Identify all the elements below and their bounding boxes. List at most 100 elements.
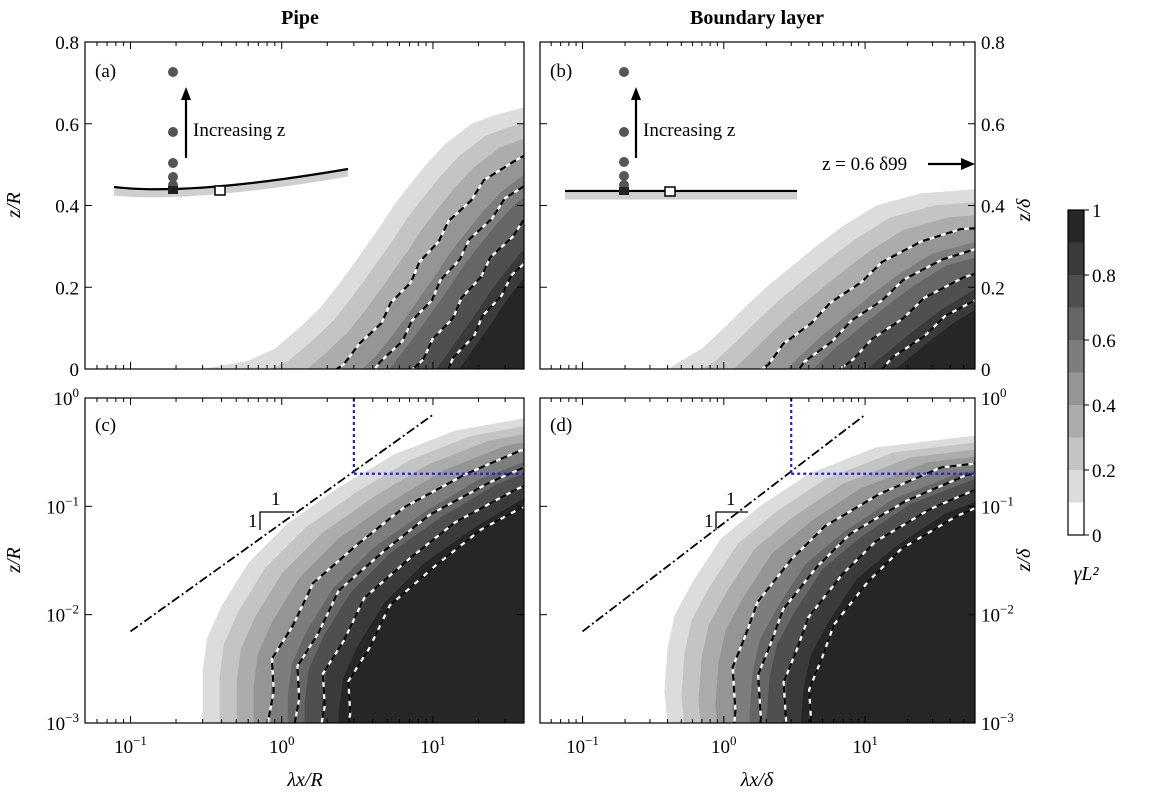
y-tick-label: 100 xyxy=(981,385,1007,410)
y-tick-label: 10−3 xyxy=(46,710,79,735)
panel-c-contours xyxy=(129,398,524,723)
y-tick-label: 10−1 xyxy=(46,493,79,518)
y-tick-label: 10−1 xyxy=(981,493,1014,518)
panel-label-b: (b) xyxy=(550,61,572,82)
contour-line xyxy=(293,466,524,723)
reference-height-label: z = 0.6 δ99 xyxy=(822,154,907,175)
y-tick-label: 10−2 xyxy=(46,602,79,627)
x-tick-label: 100 xyxy=(269,733,295,758)
contour-line xyxy=(446,262,524,369)
colorbar-swatch xyxy=(1068,307,1084,340)
contour-line xyxy=(347,505,524,723)
colorbar: 0 0.2 0.4 0.6 0.8 1 xyxy=(1067,201,1116,547)
colorbar-tick-label: 1 xyxy=(1092,201,1102,222)
panel-label-a: (a) xyxy=(95,61,116,82)
slope-line xyxy=(129,414,434,633)
contour-line xyxy=(782,488,975,723)
measurement-point xyxy=(168,67,178,77)
panel-a-contours xyxy=(202,107,524,369)
boundary-layer-schematic: Increasing z z = 0.6 δ99 xyxy=(565,67,975,200)
y-tick-label: 0.4 xyxy=(981,197,1005,218)
colorbar-swatch xyxy=(1068,502,1084,535)
panel-label-d: (d) xyxy=(550,415,572,436)
contour-band xyxy=(459,277,524,369)
y-tick-label: 0.2 xyxy=(981,278,1005,299)
xlabel-d: λx/δ xyxy=(740,769,774,791)
x-tick-label: 10−1 xyxy=(566,733,599,758)
contour-line xyxy=(838,272,975,369)
colorbar-frame xyxy=(1067,209,1085,536)
colorbar-tick-label: 0.4 xyxy=(1092,396,1116,417)
y-tick-label: 0.6 xyxy=(981,115,1005,136)
slope-triangle-d: 1 1 xyxy=(704,489,748,532)
reference-probe-square xyxy=(168,186,178,194)
panel-c-frame xyxy=(84,397,525,724)
y-tick-label: 0.4 xyxy=(55,197,79,218)
ylabel-a: z/R xyxy=(3,192,25,219)
y-tick-label: 10−3 xyxy=(981,710,1014,735)
contour-line-white xyxy=(373,184,524,369)
slope-line xyxy=(581,414,866,633)
title-pipe: Pipe xyxy=(281,7,319,29)
axes: 0 0.2 0.4 0.6 0.8 0 0.2 0.4 0.6 0.8 10−3 10−2 10−1 10… xyxy=(46,33,1014,758)
ylabel-d: z/δ xyxy=(1013,548,1035,572)
contour-line xyxy=(334,154,524,369)
contour-line xyxy=(320,484,524,723)
y-tick-label: 10−2 xyxy=(981,602,1014,627)
slope-triangle-c: 1 1 xyxy=(248,489,294,532)
increasing-z-label: Increasing z xyxy=(643,120,735,141)
colorbar-swatch xyxy=(1068,437,1084,470)
contour-band xyxy=(800,501,975,723)
measurement-point xyxy=(168,172,178,182)
contour-line xyxy=(880,299,975,369)
contour-line-white xyxy=(266,448,524,723)
panel-label-c: (c) xyxy=(95,415,116,436)
y-tick-label: 0.8 xyxy=(55,33,79,54)
colorbar-swatch xyxy=(1068,275,1084,308)
contour-line xyxy=(760,227,975,369)
reference-probe-square xyxy=(619,187,629,195)
measurement-point xyxy=(619,67,629,77)
contour-band xyxy=(338,498,524,723)
y-tick-label: 0.6 xyxy=(55,115,79,136)
pipe-schematic: Increasing z xyxy=(113,67,349,198)
colorbar-swatch xyxy=(1068,372,1084,405)
colorbar-label: γL² xyxy=(1074,563,1100,585)
measurement-point xyxy=(619,171,629,181)
reference-probe-open xyxy=(214,185,226,196)
panel-b-contours xyxy=(667,189,975,369)
colorbar-swatch xyxy=(1068,340,1084,373)
colorbar-swatch xyxy=(1068,470,1084,503)
y-tick-label: 0 xyxy=(70,360,80,381)
panel-d-frame xyxy=(539,397,976,724)
contour-line xyxy=(411,217,524,369)
slope-rise-label: 1 xyxy=(704,511,714,532)
colorbar-tick-label: 0.6 xyxy=(1092,331,1116,352)
contour-line xyxy=(807,507,975,723)
colorbar-tick-label: 0.2 xyxy=(1092,461,1116,482)
slope-run-label: 1 xyxy=(726,489,736,510)
ylabel-c: z/R xyxy=(3,547,25,574)
panel-d-contours xyxy=(581,398,975,723)
colorbar-tick-label: 0 xyxy=(1092,526,1102,547)
ylabel-b: z/δ xyxy=(1013,198,1035,222)
title-boundary-layer: Boundary layer xyxy=(690,7,824,29)
xlabel-c: λx/R xyxy=(286,769,322,791)
y-tick-label: 100 xyxy=(54,385,80,410)
y-tick-label: 0 xyxy=(981,360,991,381)
contour-line xyxy=(731,462,975,723)
colorbar-swatch xyxy=(1068,242,1084,275)
contour-line-white xyxy=(797,248,975,369)
colorbar-tick-label: 0.8 xyxy=(1092,266,1116,287)
measurement-point xyxy=(619,127,629,137)
colorbar-swatch xyxy=(1068,210,1084,243)
y-tick-label: 0.8 xyxy=(981,33,1005,54)
measurement-point xyxy=(619,157,629,167)
colorbar-swatch xyxy=(1068,405,1084,438)
x-tick-label: 10−1 xyxy=(114,733,147,758)
x-tick-label: 101 xyxy=(852,733,878,758)
y-tick-label: 0.2 xyxy=(55,278,79,299)
contour-band xyxy=(895,309,975,369)
increasing-z-label: Increasing z xyxy=(193,120,285,141)
reference-probe-open xyxy=(664,186,676,197)
